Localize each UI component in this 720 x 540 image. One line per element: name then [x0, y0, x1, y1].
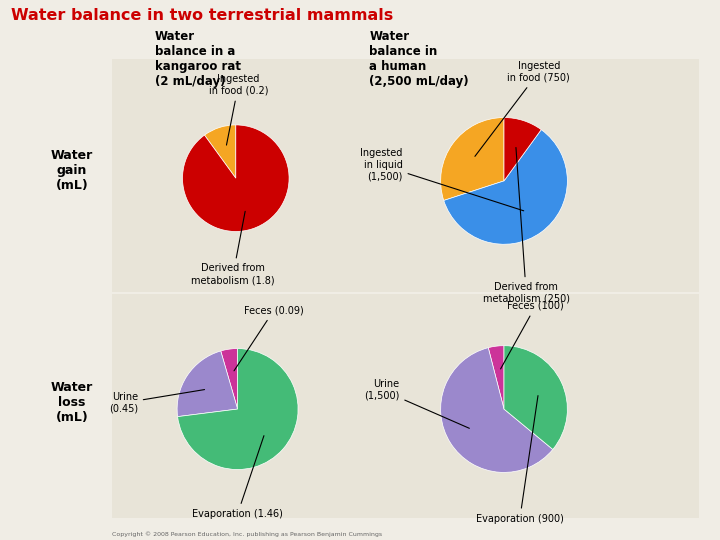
Wedge shape: [178, 349, 298, 469]
Wedge shape: [183, 125, 289, 232]
Text: Water
balance in a
kangaroo rat
(2 mL/day): Water balance in a kangaroo rat (2 mL/da…: [155, 30, 240, 87]
Text: Ingested
in food (750): Ingested in food (750): [475, 61, 570, 157]
Text: Urine
(1,500): Urine (1,500): [364, 379, 469, 428]
Wedge shape: [504, 346, 567, 449]
Wedge shape: [504, 118, 541, 181]
Wedge shape: [488, 346, 504, 409]
Wedge shape: [221, 349, 238, 409]
Text: Feces (100): Feces (100): [500, 301, 564, 369]
Text: Evaporation (1.46): Evaporation (1.46): [192, 436, 283, 519]
Wedge shape: [444, 130, 567, 244]
Text: Ingested
in food (0.2): Ingested in food (0.2): [209, 74, 269, 145]
Text: Water balance in two terrestrial mammals: Water balance in two terrestrial mammals: [11, 8, 393, 23]
Wedge shape: [441, 118, 504, 200]
Text: Urine
(0.45): Urine (0.45): [109, 389, 204, 414]
Wedge shape: [204, 125, 236, 178]
Wedge shape: [441, 348, 553, 472]
Text: Ingested
in liquid
(1,500): Ingested in liquid (1,500): [360, 148, 523, 211]
Text: Derived from
metabolism (250): Derived from metabolism (250): [482, 147, 570, 304]
Text: Water
balance in
a human
(2,500 mL/day): Water balance in a human (2,500 mL/day): [369, 30, 469, 87]
Text: Derived from
metabolism (1.8): Derived from metabolism (1.8): [192, 211, 275, 285]
Text: Evaporation (900): Evaporation (900): [476, 396, 564, 524]
Text: Water
loss
(mL): Water loss (mL): [51, 381, 93, 424]
Text: Feces (0.09): Feces (0.09): [234, 305, 304, 371]
Text: Water
gain
(mL): Water gain (mL): [51, 148, 93, 192]
Wedge shape: [177, 351, 238, 417]
Text: Copyright © 2008 Pearson Education, Inc. publishing as Pearson Benjamin Cummings: Copyright © 2008 Pearson Education, Inc.…: [112, 531, 382, 537]
